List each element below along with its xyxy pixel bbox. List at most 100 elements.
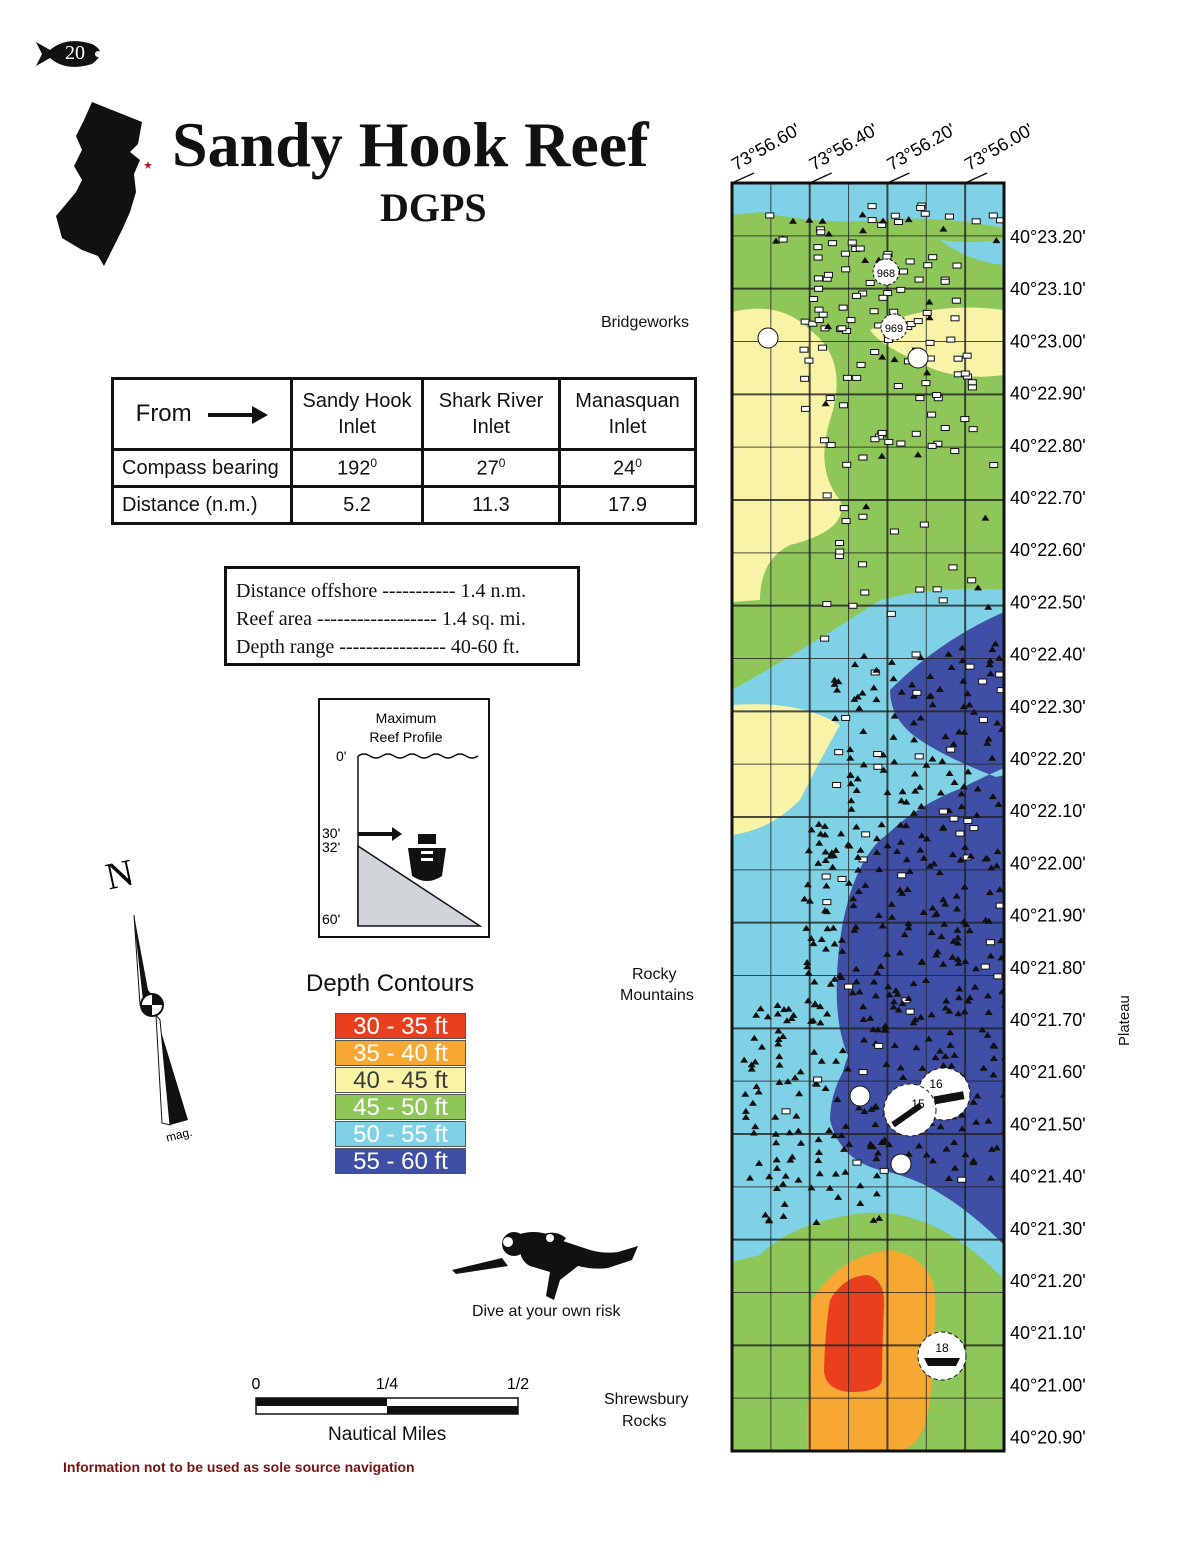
reef-rock-mark bbox=[895, 949, 904, 956]
reef-rock-mark bbox=[871, 1121, 880, 1128]
reef-rock-mark bbox=[828, 863, 837, 870]
reef-rock-mark bbox=[788, 217, 797, 224]
reef-rock-mark bbox=[908, 681, 917, 688]
reef-rock-mark bbox=[859, 761, 868, 768]
reef-rock-mark bbox=[941, 1004, 950, 1011]
reef-rock-mark bbox=[843, 1065, 852, 1072]
reef-rock-mark bbox=[771, 1130, 780, 1137]
reef-rock-mark bbox=[960, 728, 969, 735]
stat-line: Distance offshore ----------- 1.4 n.m. bbox=[236, 580, 527, 602]
reef-rock-mark bbox=[925, 314, 934, 321]
reef-block-mark bbox=[883, 290, 893, 297]
reef-block-mark bbox=[965, 663, 975, 670]
reef-rock-mark bbox=[772, 1184, 781, 1191]
reef-rock-mark bbox=[779, 1212, 788, 1219]
row-label: Distance (n.m.) bbox=[111, 485, 293, 525]
reef-slope bbox=[357, 844, 483, 927]
reef-rock-mark bbox=[964, 768, 973, 775]
reef-rock-mark bbox=[817, 936, 826, 943]
reef-rock-mark bbox=[916, 1013, 925, 1020]
reef-rock-mark bbox=[973, 1092, 982, 1099]
reef-rock-mark bbox=[765, 1217, 774, 1224]
reef-rock-mark bbox=[875, 866, 884, 873]
reef-rock-mark bbox=[803, 881, 812, 888]
reef-rock-mark bbox=[837, 1131, 846, 1138]
reef-rock-mark bbox=[904, 924, 913, 931]
reef-rock-mark bbox=[860, 652, 869, 659]
reef-rock-mark bbox=[988, 646, 997, 653]
depth-32-label: 32' bbox=[322, 839, 340, 855]
reef-rock-mark bbox=[877, 452, 886, 459]
map-frame bbox=[730, 181, 1006, 1453]
reef-block-mark bbox=[813, 244, 823, 251]
reef-rock-mark bbox=[877, 1138, 886, 1145]
latitude-label: 40°22.70' bbox=[1010, 488, 1086, 508]
scuba-diver-icon bbox=[452, 1232, 638, 1300]
site-marker bbox=[907, 347, 929, 369]
reef-block-mark bbox=[819, 437, 829, 444]
reef-rock-mark bbox=[821, 945, 830, 952]
reef-block-mark bbox=[840, 250, 850, 257]
longitude-labels: 73°56.60' 73°56.40' 73°56.20' 73°56.00' bbox=[728, 119, 1037, 184]
reef-block-mark bbox=[835, 540, 845, 547]
reef-rock-mark bbox=[985, 661, 994, 668]
reef-rock-mark bbox=[911, 1016, 920, 1023]
reef-rock-mark bbox=[883, 950, 892, 957]
reef-rock-mark bbox=[823, 908, 832, 915]
reef-rock-mark bbox=[804, 969, 813, 976]
reef-block-mark bbox=[884, 438, 894, 445]
reef-rock-mark bbox=[841, 1168, 850, 1175]
reef-rock-mark bbox=[958, 1111, 967, 1118]
reef-rock-mark bbox=[890, 356, 899, 363]
reef-rock-mark bbox=[869, 684, 878, 691]
reef-block-mark bbox=[893, 218, 903, 225]
latitude-label: 40°21.40' bbox=[1010, 1167, 1086, 1187]
reef-block-mark bbox=[800, 318, 810, 325]
reef-rock-mark bbox=[954, 994, 963, 1001]
reef-rock-mark bbox=[815, 1170, 824, 1177]
reef-rock-mark bbox=[866, 1140, 875, 1147]
reef-rock-mark bbox=[800, 895, 809, 902]
reef-block-mark bbox=[927, 411, 937, 418]
reef-rock-mark bbox=[910, 736, 919, 743]
reef-block-mark bbox=[800, 405, 810, 412]
reef-block-mark bbox=[952, 262, 962, 269]
latitude-label: 40°21.90' bbox=[1010, 906, 1086, 926]
reef-rock-mark bbox=[946, 1029, 955, 1036]
reef-rock-mark bbox=[983, 854, 992, 861]
legend-55-60: 55 - 60 ft bbox=[335, 1148, 466, 1175]
reef-rock-mark bbox=[788, 1153, 797, 1160]
scale-tick-label: 1/2 bbox=[507, 1376, 529, 1393]
wreck-968-marker bbox=[872, 258, 900, 286]
reef-rock-mark bbox=[919, 854, 928, 861]
reef-rock-mark bbox=[874, 1026, 883, 1033]
latitude-label: 40°21.50' bbox=[1010, 1114, 1086, 1134]
reef-rock-mark bbox=[950, 778, 959, 785]
reef-rock-mark bbox=[956, 856, 965, 863]
reef-block-mark bbox=[967, 384, 977, 391]
latitude-label: 40°23.00' bbox=[1010, 331, 1086, 351]
latitude-label: 40°21.20' bbox=[1010, 1271, 1086, 1291]
reef-rock-mark bbox=[849, 895, 858, 902]
reef-block-mark bbox=[858, 1069, 868, 1076]
reef-block-mark bbox=[978, 716, 988, 723]
reef-block-mark bbox=[818, 311, 828, 318]
reef-rock-mark bbox=[837, 830, 846, 837]
reef-rock-mark bbox=[959, 783, 968, 790]
latitude-label: 40°21.30' bbox=[1010, 1219, 1086, 1239]
reef-rock-mark bbox=[852, 823, 861, 830]
reef-rock-mark bbox=[889, 1003, 898, 1010]
reef-rock-mark bbox=[909, 809, 918, 816]
reef-rock-mark bbox=[825, 1127, 834, 1134]
reef-block-mark bbox=[889, 528, 899, 535]
reef-rock-mark bbox=[972, 811, 981, 818]
latitude-label: 40°21.60' bbox=[1010, 1062, 1086, 1082]
reef-block-mark bbox=[846, 317, 856, 324]
reef-rock-mark bbox=[870, 978, 879, 985]
reef-rock-mark bbox=[837, 974, 846, 981]
reef-block-mark bbox=[911, 430, 921, 437]
longitude-tick bbox=[809, 172, 833, 184]
page-number: 20 bbox=[65, 42, 85, 64]
latitude-label: 40°21.00' bbox=[1010, 1375, 1086, 1395]
reef-rock-mark bbox=[822, 882, 831, 889]
